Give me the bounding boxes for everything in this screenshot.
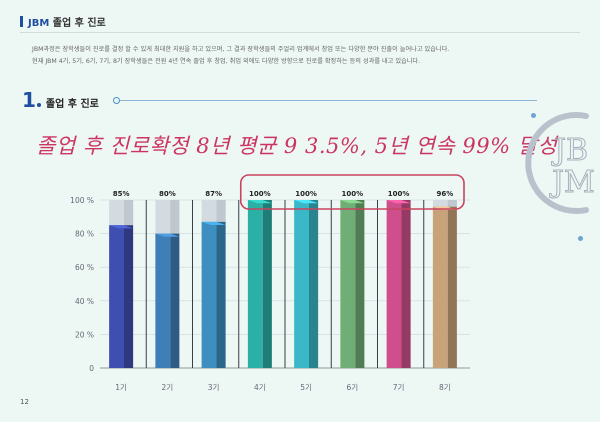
- data-label: 87%: [205, 190, 222, 198]
- header-divider: [20, 32, 580, 33]
- data-label: 85%: [113, 190, 130, 198]
- bar-top: [294, 200, 319, 204]
- bar-empty-segment-side: [447, 200, 457, 207]
- bar: [386, 200, 402, 368]
- bar-side: [216, 221, 226, 368]
- bar-side: [309, 200, 319, 368]
- section-divider: [117, 100, 537, 101]
- bar: [155, 233, 171, 368]
- bar: [109, 225, 125, 368]
- bar-top: [340, 200, 365, 204]
- data-label: 96%: [436, 190, 453, 198]
- data-label: 100%: [249, 190, 271, 198]
- page-number: 12: [20, 398, 29, 406]
- bar-side: [124, 225, 134, 368]
- bar-empty-segment: [432, 200, 457, 207]
- bar-side: [262, 200, 272, 368]
- y-tick-label: 80 %: [75, 230, 94, 239]
- header-brand: JBM: [28, 18, 50, 29]
- svg-text:JM: JM: [549, 165, 595, 200]
- highlight-box: [239, 174, 465, 210]
- bar-top: [109, 225, 134, 229]
- bar-top: [155, 233, 180, 237]
- data-label: 80%: [159, 190, 176, 198]
- bar-side: [170, 233, 180, 368]
- y-tick-label: 60 %: [75, 263, 94, 272]
- x-tick-label: 5기: [300, 383, 312, 392]
- x-tick-label: 2기: [162, 383, 174, 392]
- svg-text:JB: JB: [551, 133, 588, 168]
- page-header: JBM 졸업 후 진로: [20, 14, 106, 29]
- x-tick-label: 7기: [393, 383, 405, 392]
- y-tick-label: 20 %: [75, 330, 94, 339]
- intro-paragraph: JBM과정은 장학생들이 진로를 결정 할 수 있게 최대한 지원을 하고 있으…: [32, 44, 449, 68]
- bar-top: [201, 221, 226, 226]
- decorative-dot-icon: [578, 236, 583, 241]
- section-title: 졸업 후 진로: [45, 99, 99, 110]
- bar-side: [401, 200, 411, 368]
- bar-empty-segment-side: [216, 200, 226, 222]
- intro-line-2: 현재 JBM 4기, 5기, 6기, 7기, 8기 장학생들은 전원 4년 연속…: [32, 58, 421, 65]
- data-label: 100%: [342, 190, 364, 198]
- x-tick-label: 3기: [208, 383, 220, 392]
- data-label: 100%: [295, 190, 317, 198]
- bar-empty-segment-side: [170, 200, 180, 234]
- jbm-logo-icon: JB JM: [525, 112, 595, 214]
- bar-top: [247, 200, 272, 204]
- bar: [201, 221, 217, 368]
- y-tick-label: 0: [89, 364, 94, 373]
- x-tick-label: 4기: [254, 383, 266, 392]
- section-dot-icon: [36, 103, 41, 107]
- bar-side: [355, 200, 365, 368]
- y-tick-label: 100 %: [70, 196, 94, 205]
- section-number: 1: [22, 88, 36, 112]
- intro-line-1: JBM과정은 장학생들이 진로를 결정 할 수 있게 최대한 지원을 하고 있으…: [32, 46, 450, 53]
- bar-empty-segment-side: [124, 200, 134, 226]
- header-title: JBM 졸업 후 진로: [28, 14, 106, 29]
- y-tick-label: 40 %: [75, 297, 94, 306]
- x-tick-label: 1기: [115, 383, 127, 392]
- bar: [294, 200, 310, 368]
- divider-end-dot-icon: [531, 113, 536, 118]
- headline-handwritten: 졸업 후 진로확정 8년 평균 9 3.5%, 5년 연속 99% 달성: [36, 134, 558, 158]
- bar-top: [386, 200, 411, 204]
- bar: [340, 200, 356, 368]
- bar: [247, 200, 263, 368]
- bar: [432, 206, 448, 368]
- bar-side: [447, 206, 457, 368]
- x-tick-label: 8기: [439, 383, 451, 392]
- divider-start-dot-icon: [113, 97, 120, 104]
- x-tick-label: 6기: [347, 383, 359, 392]
- header-accent-bar: [20, 16, 23, 27]
- header-title-text: 졸업 후 진로: [49, 18, 106, 29]
- section-heading: 1 졸업 후 진로: [22, 88, 99, 112]
- data-label: 100%: [388, 190, 410, 198]
